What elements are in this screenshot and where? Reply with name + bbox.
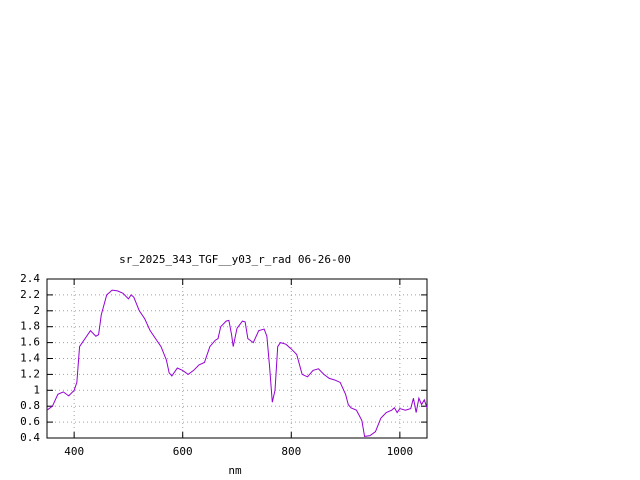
data-line [46,289,428,437]
y-tick-label: 1.2 [20,367,40,380]
y-tick-label: 0.4 [20,431,40,444]
plot-border [46,278,428,439]
y-tick-label: 2 [33,304,40,317]
y-tick-label: 1 [33,383,40,396]
y-tick-label: 2.4 [20,272,40,285]
y-tick-label: 2.2 [20,288,40,301]
x-tick-label: 400 [64,445,84,458]
x-tick-label: 600 [173,445,193,458]
y-tick-label: 1.6 [20,336,40,349]
x-tick-label: 1000 [387,445,414,458]
y-tick-label: 0.6 [20,415,40,428]
x-axis-label: nm [228,464,242,477]
y-tick-label: 1.4 [20,352,40,365]
x-tick-label: 800 [281,445,301,458]
y-tick-label: 0.8 [20,399,40,412]
y-tick-label: 1.8 [20,320,40,333]
chart-title: sr_2025_343_TGF__y03_r_rad 06-26-00 [119,253,351,266]
